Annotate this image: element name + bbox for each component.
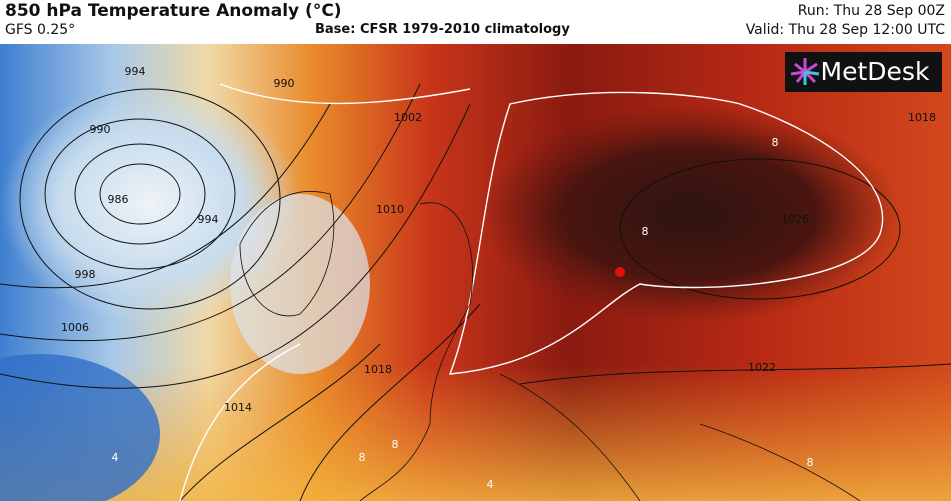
model: GFS 0.25° bbox=[5, 22, 76, 38]
anomaly-label: 4 bbox=[112, 451, 119, 464]
anomaly-label: 4 bbox=[487, 478, 494, 491]
isobar-label: 1006 bbox=[61, 321, 89, 334]
valid: Valid: Thu 28 Sep 12:00 UTC bbox=[745, 22, 945, 38]
cold-pool bbox=[230, 194, 370, 374]
map: MetDesk 994 990 990 986 994 998 1006 1002 1010 10… bbox=[0, 44, 951, 501]
isobar-label: 986 bbox=[108, 193, 129, 206]
cold-pool bbox=[0, 354, 160, 501]
isobar-label: 990 bbox=[90, 123, 111, 136]
isobar-label: 994 bbox=[198, 213, 219, 226]
title: 850 hPa Temperature Anomaly (°C) bbox=[5, 1, 342, 21]
cold-pool bbox=[0, 84, 300, 324]
isobar-label: 1014 bbox=[224, 401, 252, 414]
base: Base: CFSR 1979-2010 climatology bbox=[315, 22, 570, 37]
isobar-label: 1022 bbox=[748, 361, 776, 374]
coastlines bbox=[239, 191, 861, 501]
isobar-label: 1026 bbox=[781, 213, 809, 226]
anomaly-label: 8 bbox=[642, 225, 649, 238]
isobar-label: 1002 bbox=[394, 111, 422, 124]
anomaly-contours bbox=[179, 83, 884, 501]
logo-icon bbox=[790, 58, 820, 85]
anomaly-label: 8 bbox=[772, 136, 779, 149]
isobar-label: 1018 bbox=[908, 111, 936, 124]
isobar-label: 1018 bbox=[364, 363, 392, 376]
isobar-label: 994 bbox=[125, 65, 146, 78]
isobar-label: 998 bbox=[75, 268, 96, 281]
warm-core bbox=[480, 104, 900, 324]
logo-text: MetDesk bbox=[821, 57, 930, 86]
anomaly-label: 8 bbox=[807, 456, 814, 469]
marker bbox=[615, 267, 625, 277]
run: Run: Thu 28 Sep 00Z bbox=[797, 3, 945, 19]
isobar-label: 1010 bbox=[376, 203, 404, 216]
isobar-label: 990 bbox=[274, 77, 295, 90]
anomaly-label: 8 bbox=[359, 451, 366, 464]
anomaly-label: 8 bbox=[392, 438, 399, 451]
